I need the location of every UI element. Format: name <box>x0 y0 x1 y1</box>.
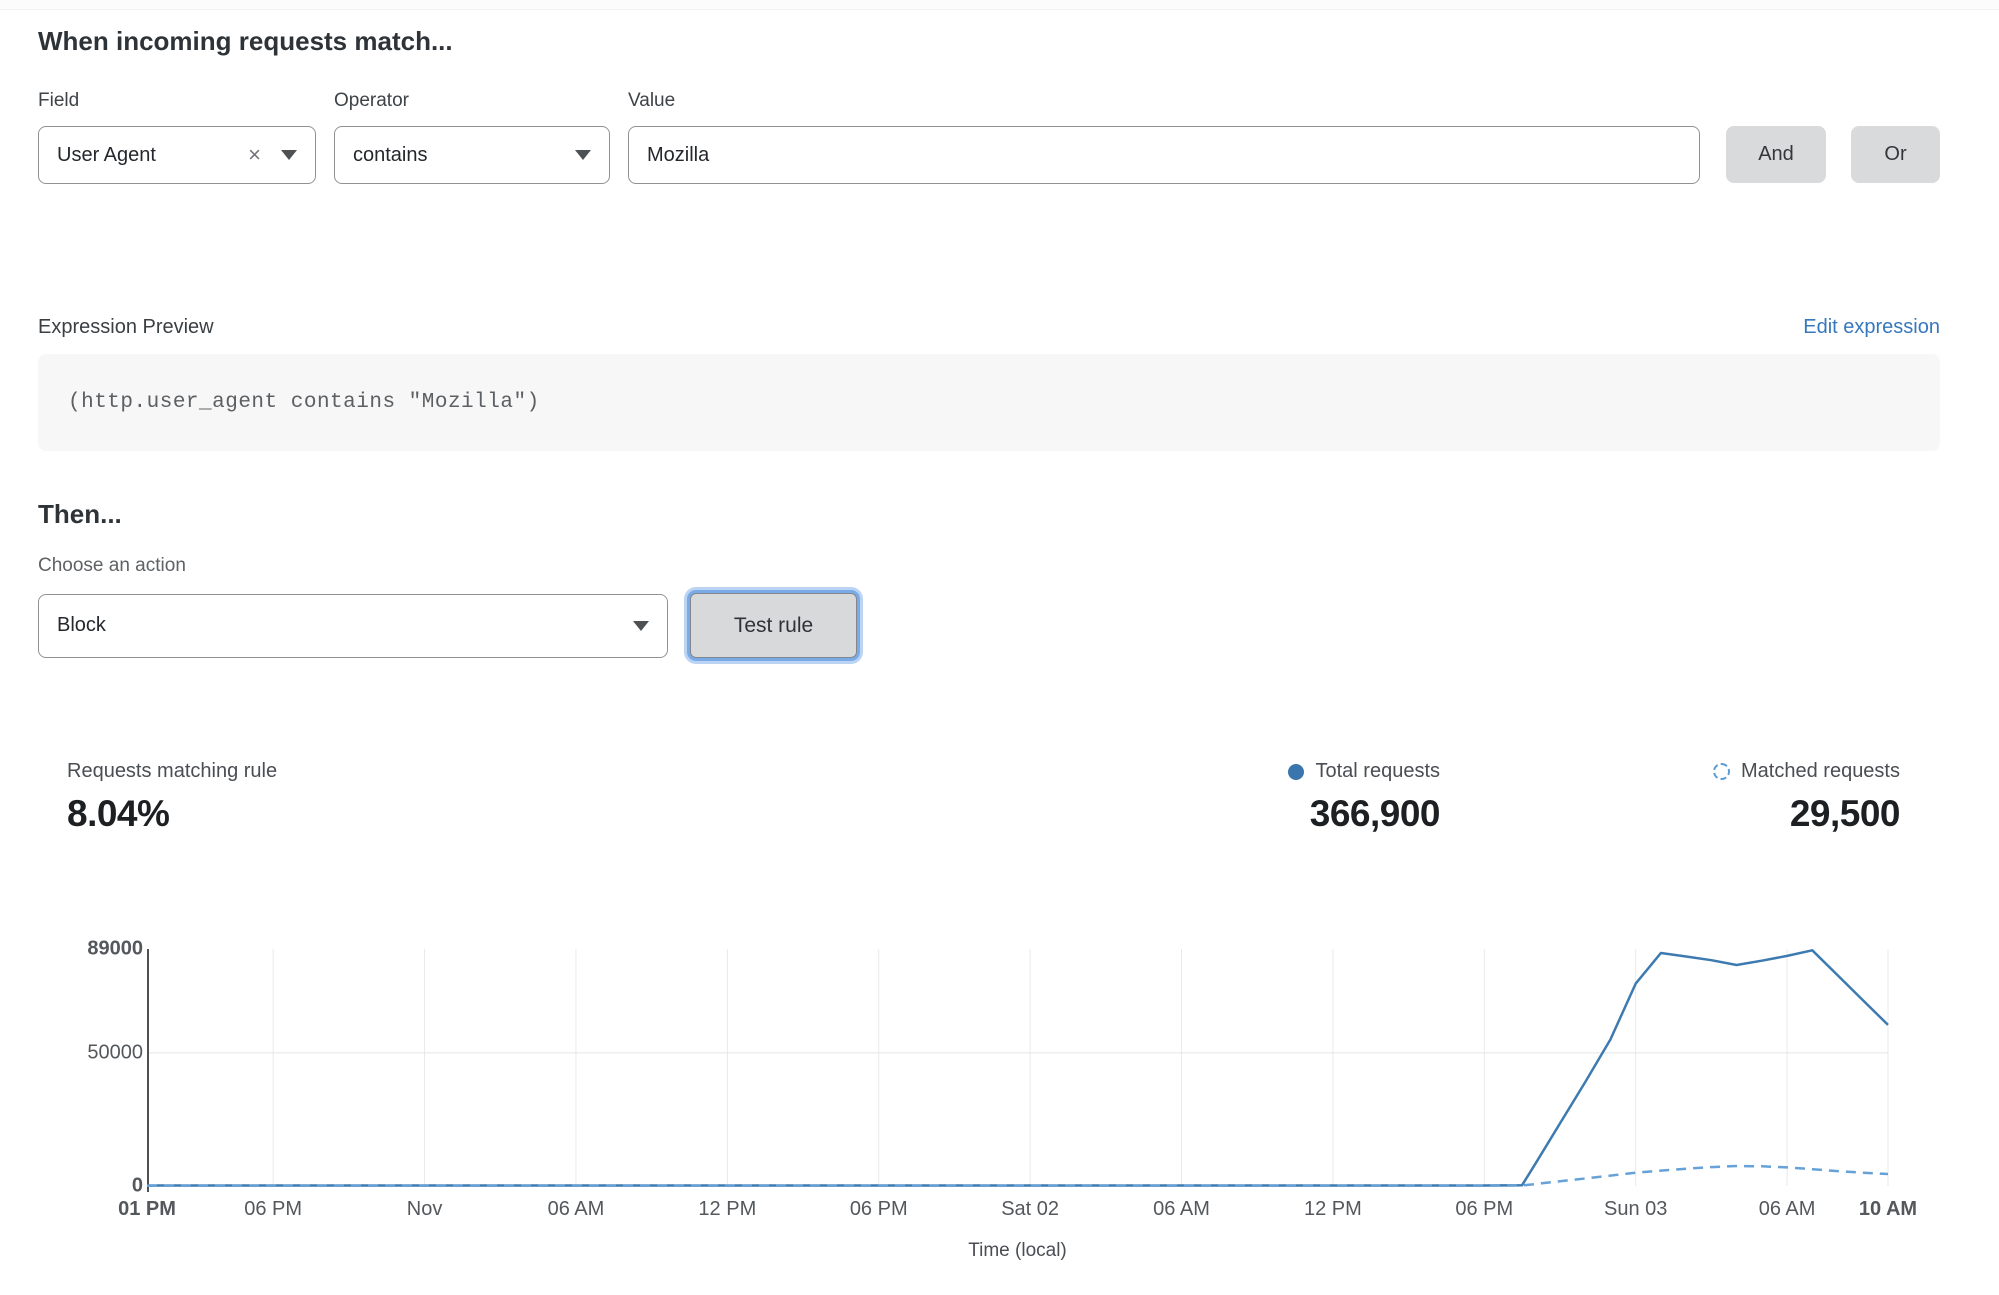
operator-column: Operator contains <box>334 90 610 184</box>
x-tick-label: Sun 03 <box>1603 1198 1668 1220</box>
action-row: Block Test rule <box>38 593 1940 658</box>
conjunction-buttons: And Or <box>1726 126 1940 183</box>
top-divider <box>0 0 1999 10</box>
requests-matching-value: 8.04% <box>67 793 170 834</box>
y-tick-label: 50000 <box>87 1041 143 1064</box>
action-select[interactable]: Block <box>38 593 668 658</box>
chart-plot-area <box>147 949 1889 1192</box>
x-tick-label: 06 PM <box>1455 1198 1514 1220</box>
matched-requests-label-text: Matched requests <box>1741 760 1900 782</box>
x-tick-label: 06 AM <box>547 1198 605 1220</box>
field-label: Field <box>38 90 80 111</box>
expression-preview-box: (http.user_agent contains "Mozilla") <box>38 354 1940 451</box>
dashed-circle-icon <box>1713 763 1731 780</box>
stats-row: Requests matching rule 8.04% Total reque… <box>38 760 1940 835</box>
field-select[interactable]: User Agent × <box>38 126 316 184</box>
stat-requests-matching: Requests matching rule 8.04% <box>67 760 277 835</box>
stat-matched-requests: Matched requests 29,500 <box>1440 760 1901 835</box>
x-tick-label: 06 AM <box>1153 1198 1210 1220</box>
total-requests-label: Total requests <box>1288 760 1440 783</box>
choose-action-label: Choose an action <box>38 555 186 576</box>
x-tick-label: Sat 02 <box>1001 1198 1060 1220</box>
series-total-requests <box>147 949 1889 1187</box>
operator-select[interactable]: contains <box>334 126 610 184</box>
expression-header: Expression Preview Edit expression <box>38 316 1940 339</box>
match-section-title: When incoming requests match... <box>38 26 453 56</box>
requests-matching-label: Requests matching rule <box>67 760 278 782</box>
x-tick-label: Nov <box>406 1198 443 1220</box>
total-requests-value: 366,900 <box>1309 793 1441 834</box>
chevron-down-icon <box>575 150 591 160</box>
or-button[interactable]: Or <box>1851 126 1940 183</box>
x-axis-labels: 01 PM 06 PM Nov 06 AM 12 PM 06 PM Sat 02 06 AM 1… <box>118 1198 1917 1224</box>
action-select-value: Block <box>57 614 106 636</box>
rule-builder-row: Field User Agent × Operator contains Val… <box>38 90 1940 184</box>
requests-chart: 89000 50000 0 01 PM 06 PM Nov 06 AM 12 PM 06 PM… <box>67 938 1940 1262</box>
x-tick-label: 01 PM <box>118 1198 176 1220</box>
chevron-down-icon <box>633 620 649 631</box>
x-tick-label: 06 PM <box>244 1198 303 1220</box>
operator-select-value: contains <box>353 143 428 166</box>
chevron-down-icon <box>281 150 297 160</box>
solid-dot-icon <box>1288 763 1305 780</box>
y-axis-labels: 89000 50000 0 <box>67 938 143 1197</box>
stat-total-requests: Total requests 366,900 <box>1288 760 1441 835</box>
matched-requests-label: Matched requests <box>1713 760 1900 783</box>
value-column: Value <box>628 90 1700 184</box>
value-label: Value <box>628 90 676 111</box>
expression-code: (http.user_agent contains "Mozilla") <box>68 391 540 414</box>
matched-requests-value: 29,500 <box>1789 793 1901 834</box>
chart-svg <box>147 949 1889 1192</box>
y-tick-label: 0 <box>131 1174 143 1197</box>
series-matched-requests <box>147 1164 1889 1187</box>
x-tick-label: 12 PM <box>698 1198 757 1220</box>
edit-expression-link[interactable]: Edit expression <box>1803 316 1940 338</box>
operator-label: Operator <box>334 90 409 111</box>
x-tick-label: 10 AM <box>1858 1198 1918 1220</box>
then-section-title: Then... <box>38 499 122 529</box>
x-axis-title: Time (local) <box>968 1240 1067 1261</box>
field-select-value: User Agent <box>57 143 156 166</box>
x-tick-label: 06 PM <box>849 1198 908 1220</box>
expression-preview-label: Expression Preview <box>38 316 214 338</box>
total-requests-label-text: Total requests <box>1315 760 1440 782</box>
field-column: Field User Agent × <box>38 90 316 184</box>
test-rule-button[interactable]: Test rule <box>690 593 857 658</box>
y-tick-label: 89000 <box>87 937 143 960</box>
x-tick-label: 06 AM <box>1758 1198 1816 1220</box>
and-button[interactable]: And <box>1726 126 1826 183</box>
clear-field-icon[interactable]: × <box>248 142 261 167</box>
x-tick-label: 12 PM <box>1303 1198 1362 1220</box>
value-input[interactable] <box>628 126 1700 184</box>
